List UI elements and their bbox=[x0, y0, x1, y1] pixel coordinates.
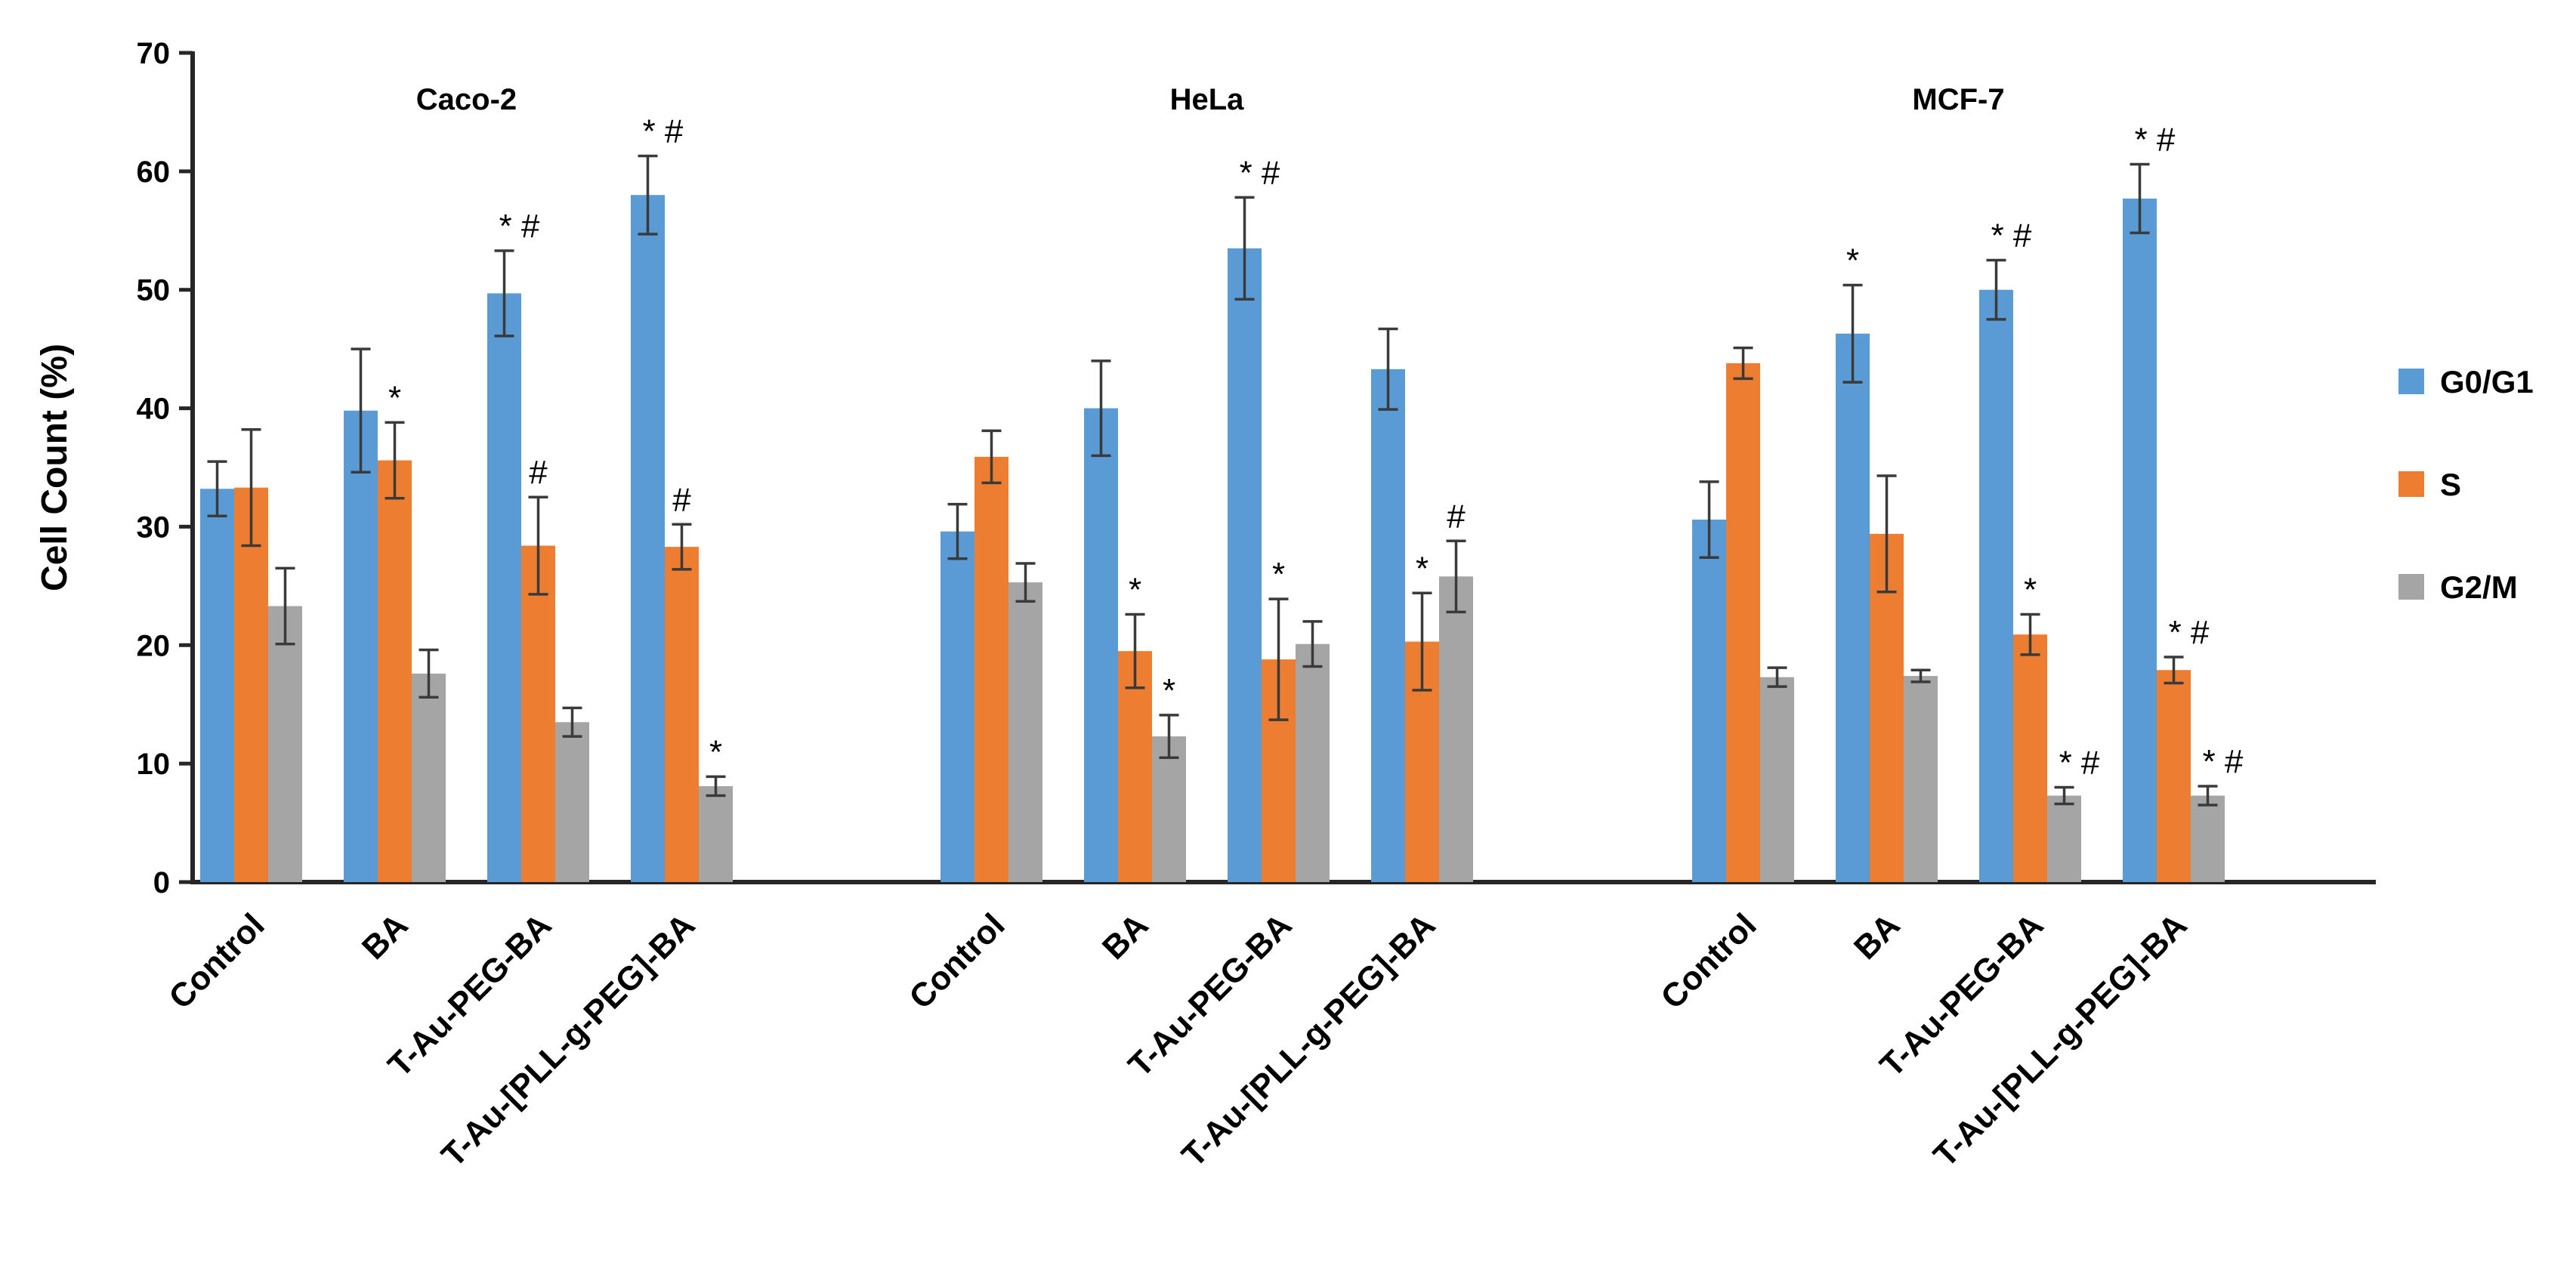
category-label: T-Au-[PLL-g-PEG]-BA bbox=[1926, 906, 2194, 1174]
bar bbox=[631, 195, 665, 882]
significance-mark: * # bbox=[2203, 743, 2244, 780]
y-tick-label: 30 bbox=[137, 511, 171, 544]
bar bbox=[2013, 634, 2047, 882]
bar bbox=[1152, 736, 1186, 882]
bar bbox=[2123, 198, 2157, 882]
bar bbox=[2191, 795, 2225, 882]
bar bbox=[555, 722, 589, 882]
group-title: HeLa bbox=[1170, 83, 1245, 116]
bar bbox=[200, 489, 234, 882]
bar bbox=[1228, 248, 1262, 882]
bar bbox=[941, 531, 974, 882]
significance-mark: * bbox=[1416, 550, 1429, 587]
bar bbox=[234, 487, 268, 882]
legend-swatch bbox=[2398, 471, 2424, 497]
y-tick-label: 40 bbox=[137, 393, 171, 426]
legend-label: G0/G1 bbox=[2440, 364, 2534, 400]
y-tick-label: 10 bbox=[137, 748, 171, 781]
category-label: T-Au-[PLL-g-PEG]-BA bbox=[434, 906, 702, 1174]
bar bbox=[699, 785, 733, 882]
significance-mark: * # bbox=[2059, 745, 2100, 782]
y-axis-title: Cell Count (%) bbox=[35, 344, 75, 591]
category-label: T-Au-[PLL-g-PEG]-BA bbox=[1175, 906, 1442, 1174]
bar bbox=[1118, 651, 1152, 882]
category-label: BA bbox=[1847, 906, 1907, 967]
significance-mark: # bbox=[672, 481, 691, 518]
legend: G0/G1 S G2/M bbox=[2398, 364, 2534, 605]
group-title: MCF-7 bbox=[1912, 83, 2004, 116]
legend-label: S bbox=[2440, 467, 2461, 502]
bar bbox=[521, 545, 555, 882]
bar bbox=[1760, 677, 1794, 882]
significance-mark: * bbox=[1129, 572, 1141, 609]
category-label: BA bbox=[1095, 906, 1156, 967]
bar bbox=[1296, 643, 1330, 882]
significance-mark: * bbox=[2024, 572, 2037, 609]
bar bbox=[1008, 582, 1042, 882]
y-tick-label: 0 bbox=[153, 866, 170, 899]
category-label: Control bbox=[902, 906, 1012, 1016]
category-label: Control bbox=[162, 906, 271, 1016]
bar bbox=[1439, 576, 1473, 882]
significance-mark: * # bbox=[499, 208, 540, 245]
bar bbox=[1726, 363, 1760, 883]
legend-swatch bbox=[2398, 369, 2424, 394]
significance-mark: # bbox=[1447, 498, 1466, 535]
bar bbox=[1979, 289, 2013, 882]
bar bbox=[378, 460, 412, 882]
bar bbox=[1904, 676, 1938, 882]
significance-mark: * bbox=[1846, 242, 1859, 279]
bar bbox=[344, 410, 378, 882]
significance-mark: * bbox=[388, 379, 401, 416]
bar bbox=[268, 606, 302, 882]
y-tick-label: 70 bbox=[137, 37, 171, 70]
significance-mark: * # bbox=[1991, 218, 2032, 255]
y-tick-label: 50 bbox=[137, 274, 171, 307]
y-tick-label: 60 bbox=[137, 156, 171, 189]
significance-mark: * # bbox=[1240, 154, 1280, 191]
significance-mark: # bbox=[529, 454, 548, 491]
significance-mark: * bbox=[709, 733, 722, 770]
bar bbox=[2157, 670, 2191, 882]
bars bbox=[200, 154, 2225, 883]
legend-swatch bbox=[2398, 574, 2424, 600]
category-label: Control bbox=[1654, 906, 1763, 1016]
bar bbox=[1836, 333, 1870, 882]
group-title: Caco-2 bbox=[416, 83, 517, 116]
significance-mark: * bbox=[1163, 672, 1175, 709]
bar bbox=[487, 293, 521, 882]
category-label: BA bbox=[355, 906, 415, 967]
bar bbox=[974, 456, 1008, 882]
bar bbox=[1371, 369, 1405, 882]
bar bbox=[1084, 408, 1118, 882]
y-tick-label: 20 bbox=[137, 629, 171, 662]
bar bbox=[2047, 795, 2081, 882]
bar bbox=[412, 673, 446, 882]
significance-mark: * # bbox=[2169, 614, 2210, 651]
significance-mark: * # bbox=[2135, 121, 2176, 158]
legend-label: G2/M bbox=[2440, 569, 2518, 605]
bar bbox=[1692, 520, 1726, 882]
bar bbox=[665, 547, 699, 882]
significance-mark: * # bbox=[643, 113, 684, 150]
significance-mark: * bbox=[1272, 556, 1285, 593]
